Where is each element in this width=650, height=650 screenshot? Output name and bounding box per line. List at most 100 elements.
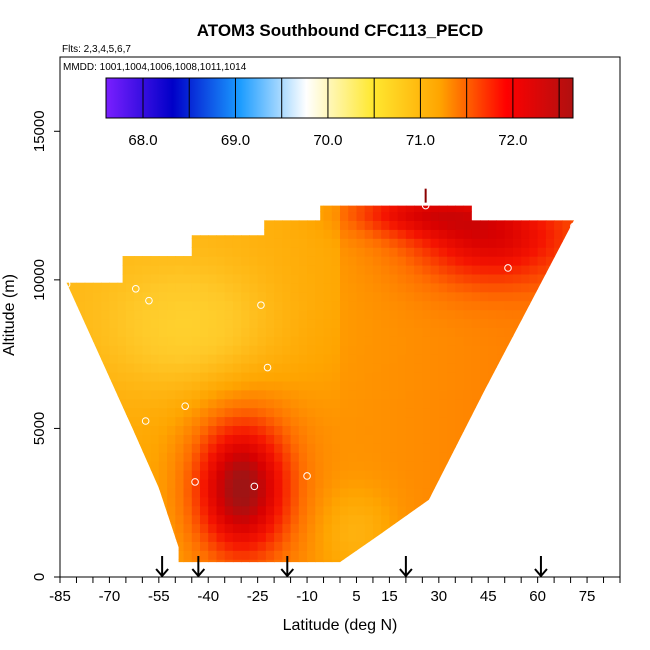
heatmap-cell <box>134 398 143 409</box>
heatmap-cell <box>529 443 539 453</box>
heatmap-cell <box>109 300 119 311</box>
heatmap-cell <box>331 363 341 373</box>
heatmap-cell <box>142 211 152 221</box>
heatmap-cell <box>348 194 357 204</box>
heatmap-cell <box>397 416 407 426</box>
heatmap-cell <box>488 309 497 320</box>
heatmap-cell <box>438 291 448 302</box>
heatmap-cell <box>471 372 481 382</box>
heatmap-cell <box>513 194 522 204</box>
heatmap-cell <box>298 238 308 248</box>
heatmap-cell <box>545 523 555 533</box>
heatmap-cell <box>315 416 325 426</box>
heatmap-cell <box>562 185 571 195</box>
heatmap-cell <box>430 452 440 462</box>
heatmap-cell <box>537 416 547 426</box>
heatmap-cell <box>92 220 102 230</box>
heatmap-cell <box>389 514 399 525</box>
heatmap-cell <box>66 461 69 471</box>
heatmap-cell <box>545 273 555 284</box>
heatmap-cell <box>364 238 374 248</box>
colorbar-tick-label: 71.0 <box>406 132 435 149</box>
heatmap-cell <box>579 203 588 213</box>
heatmap-cell <box>191 389 201 400</box>
heatmap-cell <box>257 300 267 311</box>
profile-arrow-head <box>191 568 206 578</box>
heatmap-cell <box>397 425 407 435</box>
heatmap-cell <box>488 291 497 302</box>
heatmap-cell <box>183 309 193 320</box>
heatmap-cell <box>84 238 94 248</box>
heatmap-cell <box>331 389 341 400</box>
heatmap-cell <box>109 345 119 355</box>
heatmap-cell <box>216 416 226 426</box>
heatmap-cell <box>92 550 102 560</box>
heatmap-cell <box>68 532 77 542</box>
heatmap-cell <box>92 309 102 320</box>
heatmap-cell <box>512 389 522 400</box>
heatmap-cell <box>66 559 69 563</box>
heatmap-cell <box>364 229 374 239</box>
heatmap-cell <box>430 461 440 471</box>
heatmap-cell <box>191 496 201 507</box>
heatmap-cell <box>109 336 119 346</box>
heatmap-cell <box>66 318 69 328</box>
heatmap-cell <box>562 461 572 471</box>
sample-point <box>181 402 189 410</box>
heatmap-cell <box>389 327 399 337</box>
heatmap-cell <box>191 559 201 563</box>
heatmap-cell <box>191 309 201 320</box>
heatmap-cell <box>208 345 217 355</box>
heatmap-cell <box>282 452 292 462</box>
heatmap-cell <box>66 354 69 364</box>
heatmap-cell <box>480 229 489 239</box>
heatmap-cell <box>471 247 481 257</box>
heatmap-cell <box>125 327 135 337</box>
heatmap-cell <box>340 434 349 444</box>
heatmap-cell <box>257 205 267 213</box>
heatmap-cell <box>158 282 168 293</box>
heatmap-cell <box>356 256 366 266</box>
heatmap-cell <box>84 247 94 257</box>
heatmap-cell <box>249 416 259 426</box>
heatmap-cell <box>430 372 440 382</box>
heatmap-cell <box>249 407 259 418</box>
heatmap-cell <box>76 487 86 498</box>
heatmap-cell <box>545 532 555 542</box>
heatmap-cell <box>545 229 555 239</box>
heatmap-cell <box>158 487 168 498</box>
heatmap-cell <box>265 282 275 293</box>
heatmap-cell <box>554 238 563 248</box>
heatmap-cell <box>545 470 555 480</box>
heatmap-cell <box>84 354 94 364</box>
heatmap-cell <box>76 205 86 213</box>
heatmap-cell <box>290 559 300 563</box>
heatmap-cell <box>167 496 176 507</box>
heatmap-cell <box>175 505 185 516</box>
heatmap-cell <box>537 425 547 435</box>
heatmap-cell <box>496 256 506 266</box>
heatmap-cell <box>340 478 349 489</box>
heatmap-cell <box>298 273 308 284</box>
heatmap-cell <box>480 389 489 400</box>
heatmap-cell <box>389 559 399 563</box>
heatmap-cell <box>365 194 374 204</box>
heatmap-cell <box>232 318 242 328</box>
heatmap-cell <box>340 354 349 364</box>
heatmap-cell <box>68 478 77 489</box>
heatmap-cell <box>92 256 102 266</box>
heatmap-cell <box>364 327 374 337</box>
heatmap-cell <box>68 559 77 563</box>
heatmap-cell <box>496 380 506 391</box>
heatmap-cell <box>422 443 432 453</box>
heatmap-cell <box>109 363 119 373</box>
heatmap-cell <box>167 550 176 560</box>
heatmap-cell <box>257 363 267 373</box>
heatmap-cell <box>405 273 415 284</box>
heatmap-cell <box>529 194 538 204</box>
heatmap-cell <box>331 425 341 435</box>
heatmap-cell <box>323 336 333 346</box>
heatmap-cell <box>397 532 407 542</box>
heatmap-cell <box>109 318 119 328</box>
heatmap-cell <box>117 345 127 355</box>
